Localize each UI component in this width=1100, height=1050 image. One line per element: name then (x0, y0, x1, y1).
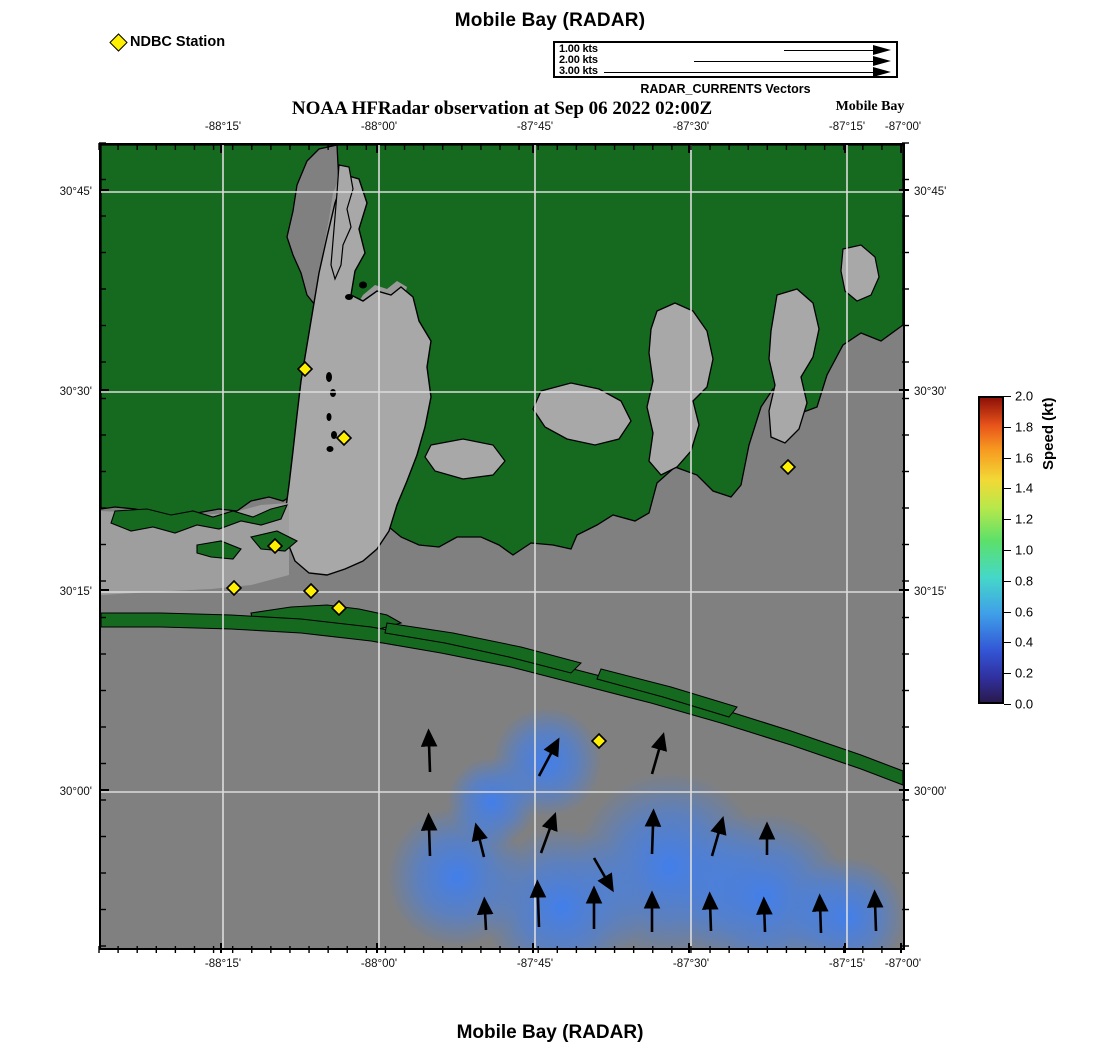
vector-scale-key: 1.00 kts 2.00 kts 3.00 kts (553, 41, 898, 78)
axis-tick-label: 30°00' (59, 786, 92, 798)
axis-tick-label: 30°45' (914, 186, 947, 198)
perdido-bay (646, 302, 714, 476)
axis-tick-marks (98, 142, 909, 953)
colorbar-tick-label: 0.2 (1015, 665, 1034, 681)
colorbar-tick (1004, 580, 1011, 582)
axis-tick-label: -87°30' (672, 121, 710, 133)
vector-key-label: 2.00 kts (559, 54, 598, 66)
colorbar-tick (1004, 550, 1011, 551)
colorbar-tick-label: 1.2 (1015, 511, 1034, 527)
colorbar-tick (1004, 457, 1011, 459)
current-vector-layer (420, 728, 884, 934)
chart-subtitle: NOAA HFRadar observation at Sep 06 2022 … (291, 98, 713, 119)
colorbar-tick (1004, 704, 1011, 705)
bon-secour-bay (532, 382, 632, 446)
mobile-delta (330, 164, 354, 281)
axis-tick-label: -88°00' (360, 958, 398, 970)
colorbar-tick (1004, 488, 1011, 490)
vector-arrowhead (873, 56, 891, 66)
colorbar-tick-label: 0.6 (1015, 604, 1034, 620)
axis-tick-label: -87°45' (516, 121, 554, 133)
axis-tick-label: 30°15' (59, 586, 92, 598)
axis-tick-label: 30°15' (914, 586, 947, 598)
axis-tick-label: -87°00' (884, 958, 922, 970)
colorbar[interactable]: 0.0 0.2 0.4 0.6 0.8 1.0 1.2 1.4 1.6 1.8 2.0 (978, 389, 1033, 712)
vector-shaft (694, 61, 874, 62)
colorbar-tick-label: 0.8 (1015, 573, 1034, 589)
colorbar-title: Speed (kt) (1040, 397, 1057, 470)
footer-title: Mobile Bay (RADAR) (456, 1022, 644, 1043)
colorbar-tick-label: 1.0 (1015, 542, 1034, 558)
page-title: Mobile Bay (RADAR) (454, 10, 646, 31)
colorbar-tick (1004, 642, 1011, 644)
barrier-spits (384, 622, 738, 718)
map-graphic (101, 145, 903, 948)
ndbc-station-legend: NDBC Station (109, 32, 226, 52)
axis-tick-label: -87°45' (516, 958, 554, 970)
axis-tick-label: -87°30' (672, 958, 710, 970)
colorbar-tick-label: 0.4 (1015, 634, 1034, 650)
axis-tick-label: 30°30' (914, 386, 947, 398)
colorbar-tick (1004, 426, 1011, 428)
mobile-bay-layer (284, 164, 432, 576)
eastern-bays-layer (424, 244, 880, 480)
vector-shaft (784, 50, 874, 51)
pensacola-bay (768, 288, 820, 444)
vector-arrowhead (873, 67, 891, 77)
vector-arrowhead (873, 45, 891, 55)
colorbar-tick (1004, 519, 1011, 521)
colorbar-tick-label: 1.6 (1015, 450, 1034, 466)
vector-key-row: 1.00 kts (555, 43, 896, 56)
colorbar-gradient (978, 396, 1004, 704)
colorbar-tick-label: 0.0 (1015, 696, 1034, 712)
region-label: Mobile Bay (835, 99, 905, 114)
vector-key-label: 3.00 kts (559, 65, 598, 77)
vector-key-row: 3.00 kts (555, 65, 896, 78)
colorbar-tick (1004, 396, 1011, 397)
speed-field-layer (387, 707, 903, 948)
vector-key-caption: RADAR_CURRENTS Vectors (640, 82, 811, 96)
axis-tick-label: 30°30' (59, 386, 92, 398)
wolf-bay (424, 438, 506, 480)
vector-shaft (604, 72, 874, 73)
colorbar-tick-label: 1.8 (1015, 419, 1034, 435)
colorbar-tick (1004, 611, 1011, 613)
axis-tick-label: -87°15' (828, 121, 866, 133)
diamond-icon (109, 32, 128, 52)
axis-tick-label: -88°00' (360, 121, 398, 133)
vector-key-label: 1.00 kts (559, 43, 598, 55)
axis-tick-label: -87°00' (884, 121, 922, 133)
ndbc-station-layer (101, 360, 797, 750)
axis-tick-label: -87°15' (828, 958, 866, 970)
colorbar-tick-label: 1.4 (1015, 480, 1034, 496)
delta-islets (326, 281, 367, 452)
escambia-bay (840, 244, 880, 302)
colorbar-tick-label: 2.0 (1015, 388, 1034, 404)
map-canvas[interactable] (99, 143, 905, 950)
ndbc-station-legend-label: NDBC Station (130, 34, 226, 50)
axis-tick-label: -88°15' (204, 121, 242, 133)
axis-tick-label: 30°45' (59, 186, 92, 198)
axis-tick-label: 30°00' (914, 786, 947, 798)
axis-tick-label: -88°15' (204, 958, 242, 970)
colorbar-tick (1004, 673, 1011, 675)
vector-key-row: 2.00 kts (555, 54, 896, 67)
